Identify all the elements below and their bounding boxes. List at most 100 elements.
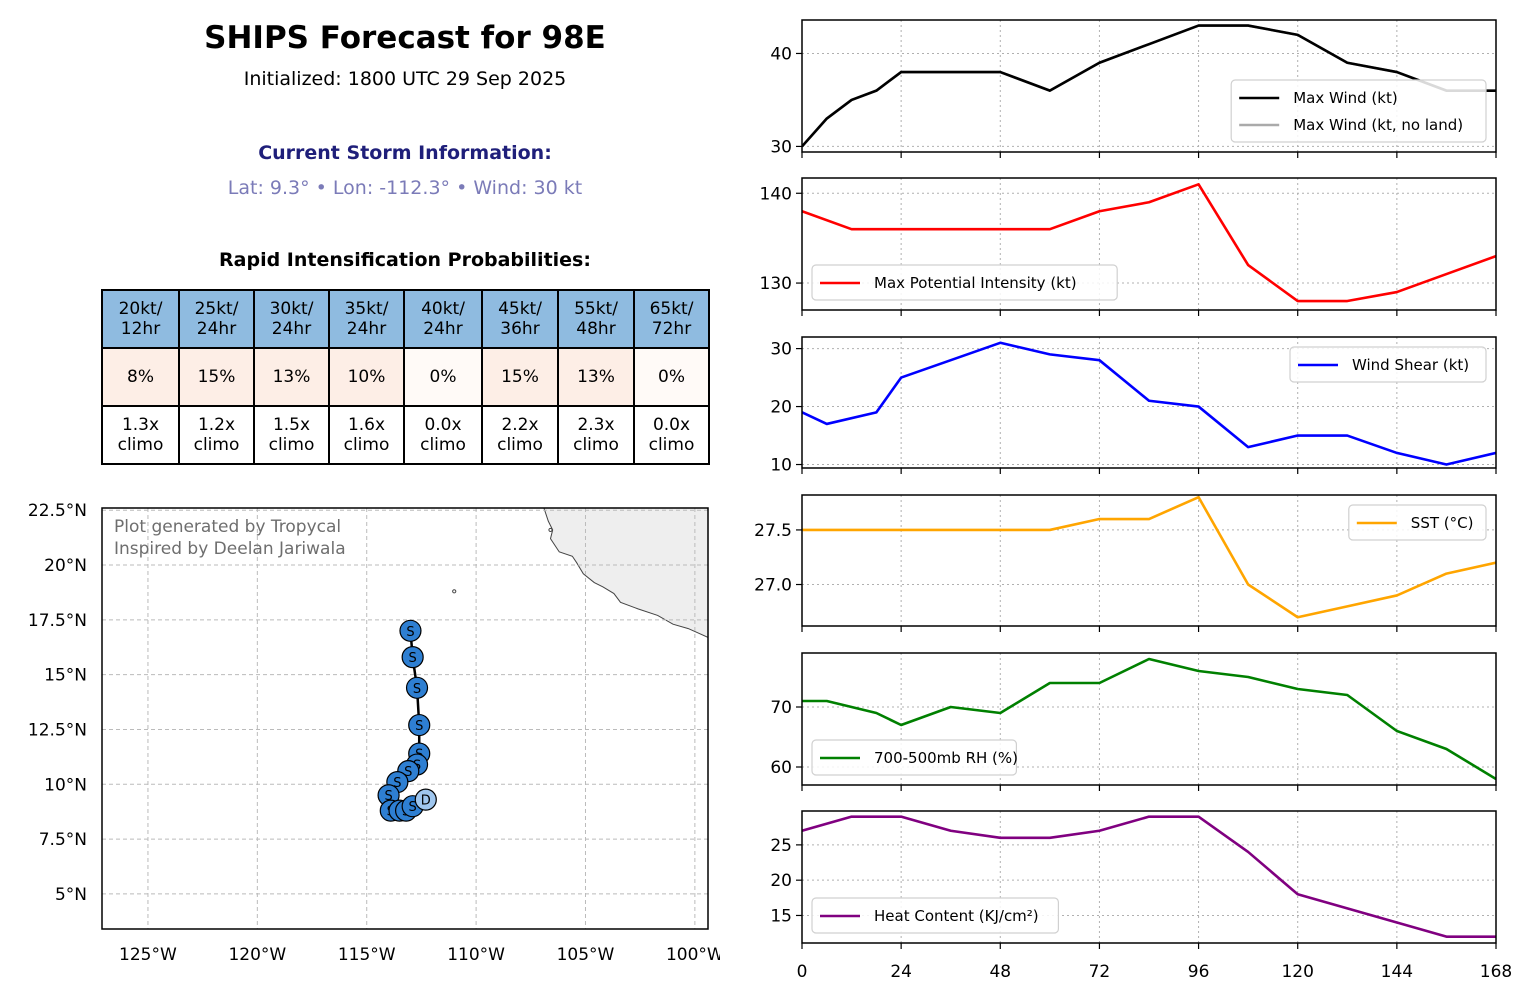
ri-climo-text: 0.0x: [424, 415, 462, 435]
legend-label: SST (°C): [1411, 514, 1474, 532]
ri-header-text: 24hr: [271, 319, 312, 339]
ri-header-text: 72hr: [651, 319, 692, 339]
track-point-label: S: [413, 682, 421, 697]
track-point-label: S: [393, 776, 401, 791]
legend: Wind Shear (kt): [1289, 346, 1487, 383]
ri-climo-cell: 0.0x climo: [633, 405, 710, 465]
y-tick-label: 20: [770, 871, 792, 891]
series-group: [802, 815, 1496, 938]
ri-climo-cell: 1.5x climo: [253, 405, 330, 465]
map-credit-text: Plot generated by Tropycal: [114, 517, 341, 537]
storm-info: Lat: 9.3° • Lon: -112.3° • Wind: 30 kt: [227, 177, 583, 199]
ri-climo-text: 1.3x: [121, 415, 160, 435]
forecast-panel: 30 40 Max Wind (kt) Max Wind (kt, no land): [770, 19, 1497, 158]
ri-header-text: 55kt/: [574, 299, 618, 319]
island: [452, 589, 457, 594]
ri-climo-cell: 1.2x climo: [178, 405, 255, 465]
map-lat-tick-label: 10°N: [44, 775, 87, 795]
legend-label: Max Wind (kt): [1293, 89, 1398, 107]
ri-header-text: 12hr: [120, 319, 161, 339]
ri-probability-row: 8% 15% 13% 10% 0% 15% 13% 0%: [101, 347, 710, 407]
legend-label: Max Wind (kt, no land): [1293, 116, 1463, 134]
track-point: [405, 676, 429, 699]
y-tick-label: 40: [770, 44, 792, 64]
series-group: [802, 341, 1496, 466]
ri-header-text: 25kt/: [194, 299, 239, 319]
init-time: Initialized: 1800 UTC 29 Sep 2025: [243, 68, 567, 90]
ri-header-text: 40kt/: [421, 299, 465, 319]
track-point: [399, 619, 422, 642]
map-lat-tick-label: 20°N: [44, 556, 87, 576]
y-tick-label: 27.5: [754, 521, 792, 541]
panel-frame: [801, 494, 1497, 627]
x-tick-label: 0: [797, 962, 808, 982]
y-tick-label: 20: [770, 398, 792, 418]
map-lat-tick-label: 17.5°N: [28, 611, 87, 631]
land-area: [543, 508, 708, 638]
ri-header-text: 24hr: [423, 319, 463, 339]
legend-box: [1348, 504, 1487, 541]
panel-frame: [801, 810, 1497, 944]
legend: SST (°C): [1348, 504, 1487, 541]
ri-climo-cell: 0.0x climo: [403, 405, 483, 465]
ri-header-text: 35kt/: [344, 299, 389, 319]
ri-climo-text: 2.2x: [501, 415, 539, 435]
map-lat-tick-label: 5°N: [55, 885, 87, 905]
ri-header-text: 20kt/: [118, 299, 163, 319]
map-lat-tick-label: 7.5°N: [39, 830, 87, 850]
track-point: [408, 713, 431, 737]
legend-label: Heat Content (KJ/cm²): [874, 907, 1039, 925]
ri-climo-text: climo: [343, 435, 390, 455]
y-tick-label: 30: [770, 340, 792, 360]
legend-box: [1230, 79, 1487, 143]
ri-header-row: 20kt/12hr 25kt/24hr 30kt/24hr 35kt/24hr 40kt…: [101, 289, 710, 349]
map-lat-tick-label: 22.5°N: [28, 501, 87, 521]
legend: 700-500mb RH (%): [811, 739, 1018, 776]
x-tick-label: 168: [1480, 962, 1512, 982]
series-line: [802, 815, 1496, 938]
map-lon-tick-label: 105°W: [557, 945, 615, 965]
storm-info-heading: Current Storm Information:: [258, 142, 552, 164]
legend: Max Wind (kt) Max Wind (kt, no land): [1230, 79, 1487, 143]
y-tick-label: 70: [770, 698, 792, 718]
ri-header-text: 24hr: [196, 319, 237, 339]
series-group: [802, 495, 1496, 619]
panel-frame: [801, 19, 1497, 153]
forecast-panel: 130 140 Max Potential Intensity (kt): [760, 177, 1497, 316]
ri-probability-cell: 0%: [633, 347, 710, 407]
track-point-label: S: [409, 651, 417, 666]
track-point-label: S: [404, 765, 412, 780]
legend-box: [811, 264, 1118, 301]
map-lat-tick-label: 12.5°N: [28, 720, 87, 740]
map-lon-tick-label: 100°W: [666, 945, 720, 965]
ri-climo-cell: 2.2x climo: [481, 405, 559, 465]
y-tick-label: 25: [770, 836, 792, 856]
track-point-label: S: [406, 625, 414, 640]
y-tick-label: 60: [770, 758, 792, 778]
ri-probability-cell: 15%: [481, 347, 559, 407]
x-tick-label: 72: [1089, 962, 1111, 982]
legend: Max Potential Intensity (kt): [811, 264, 1118, 301]
ri-header-cell: 30kt/24hr: [253, 289, 330, 349]
series-group: [802, 182, 1496, 303]
series-line: [802, 341, 1496, 466]
ri-probability-cell: 13%: [253, 347, 330, 407]
map-lon-tick-label: 120°W: [228, 945, 286, 965]
x-tick-label: 120: [1281, 962, 1313, 982]
series-group: [802, 657, 1496, 781]
ri-header-cell: 45kt/36hr: [481, 289, 559, 349]
series-line: [802, 495, 1496, 619]
y-tick-label: 10: [770, 456, 792, 476]
ri-heading: Rapid Intensification Probabilities:: [219, 249, 591, 271]
track-point-label: S: [384, 789, 392, 804]
legend-label: Max Potential Intensity (kt): [874, 274, 1077, 292]
series-line: [802, 182, 1496, 303]
y-tick-label: 130: [760, 274, 792, 294]
series-line: [802, 24, 1496, 148]
track-map: SSSSSSSSSSSSSDPlot generated by Tropycal…: [28, 501, 720, 965]
panel-frame: [801, 177, 1497, 311]
ri-header-text: 30kt/: [269, 299, 314, 319]
ri-header-text: 24hr: [346, 319, 387, 339]
ri-probability-cell: 0%: [403, 347, 483, 407]
